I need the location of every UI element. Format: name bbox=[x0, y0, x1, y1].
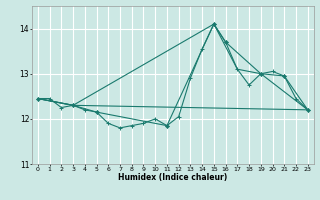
X-axis label: Humidex (Indice chaleur): Humidex (Indice chaleur) bbox=[118, 173, 228, 182]
